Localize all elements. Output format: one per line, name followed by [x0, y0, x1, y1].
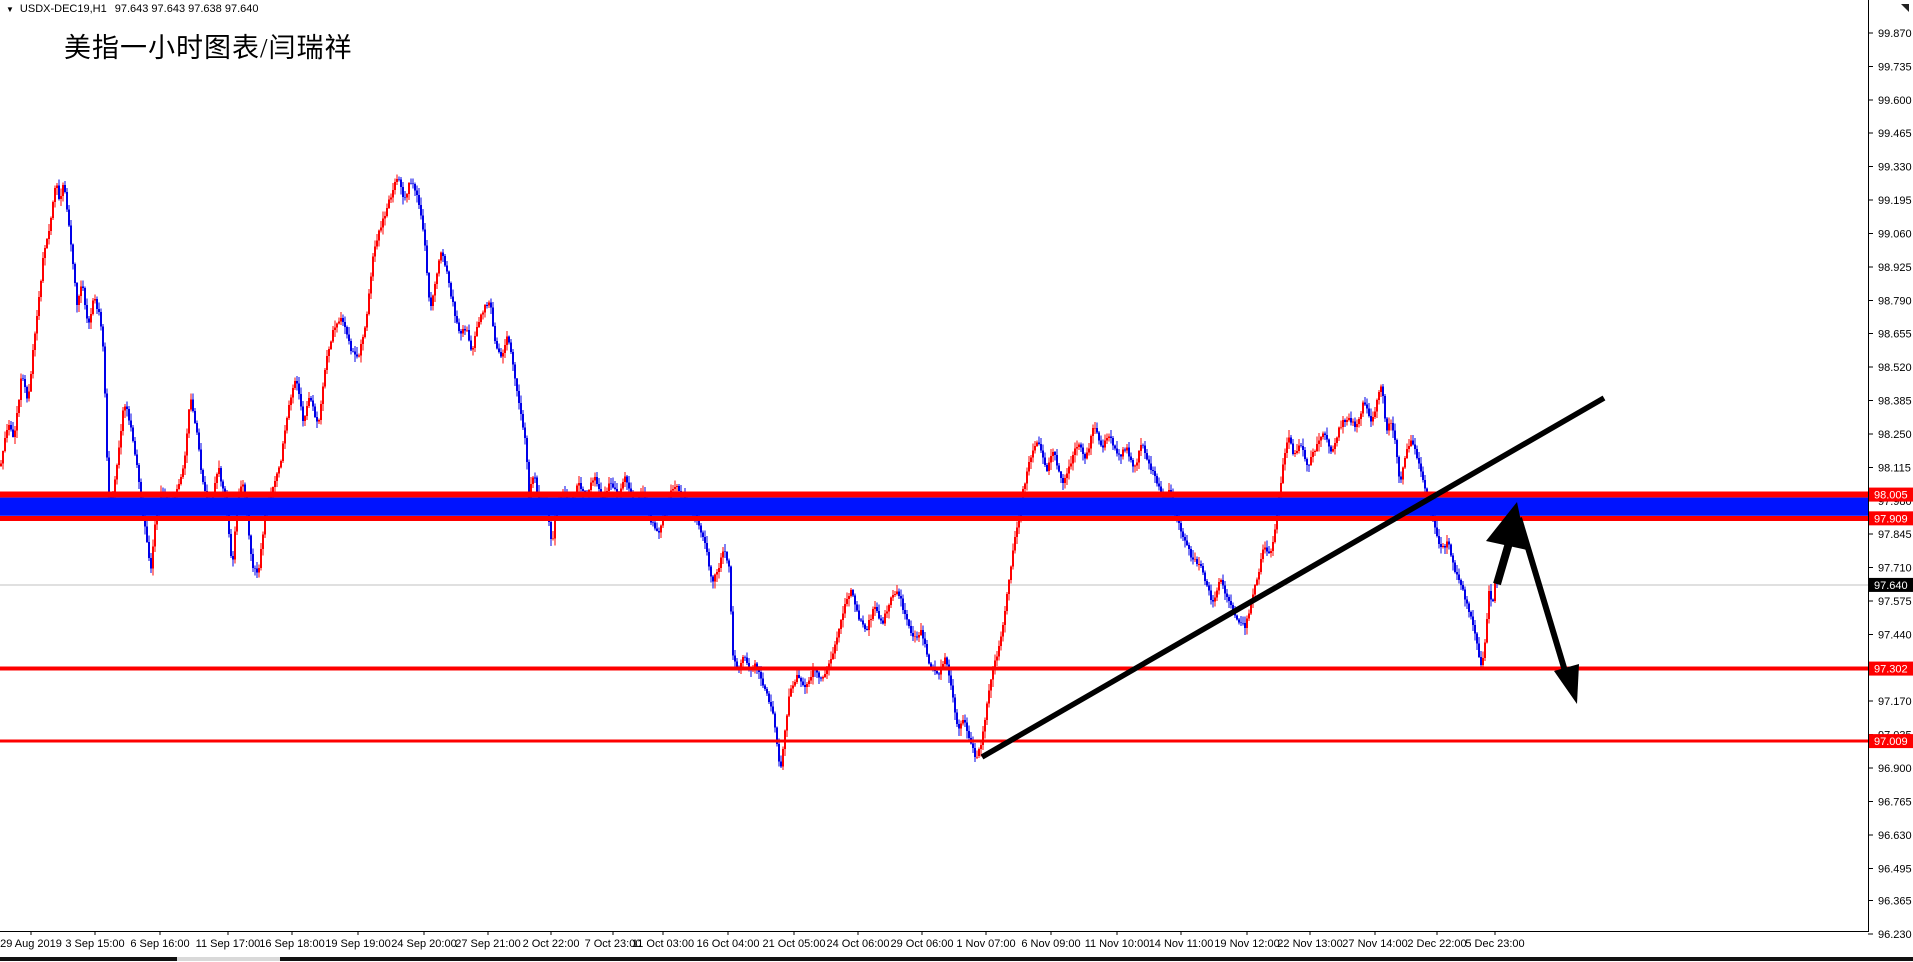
candle-wicks-bull [0, 174, 1496, 770]
symbol-dropdown-icon[interactable]: ▼ [6, 4, 14, 14]
time-axis-label: 14 Nov 11:00 [1149, 938, 1214, 950]
time-axis-label: 29 Aug 2019 [0, 938, 62, 950]
price-axis-label: 96.900 [1878, 763, 1912, 775]
price-axis-label: 99.465 [1878, 128, 1912, 140]
candle-bodies-bear [9, 179, 1499, 767]
price-axis-label: 99.600 [1878, 95, 1912, 107]
price-axis-label: 99.330 [1878, 162, 1912, 174]
arrow-down-projection-head[interactable] [1554, 664, 1579, 704]
price-axis-label: 98.520 [1878, 362, 1912, 374]
time-axis-label: 24 Oct 06:00 [827, 938, 890, 950]
time-axis-label: 27 Sep 21:00 [455, 938, 520, 950]
time-axis-label: 22 Nov 13:00 [1277, 938, 1342, 950]
price-axis-label: 97.710 [1878, 563, 1912, 575]
time-axis-label: 7 Oct 23:00 [585, 938, 642, 950]
price-axis-label: 99.735 [1878, 61, 1912, 73]
time-axis-label: 11 Nov 10:00 [1085, 938, 1150, 950]
arrow-up-to-zone-head[interactable] [1486, 502, 1527, 550]
price-axis-label: 98.655 [1878, 329, 1912, 341]
chart-text-annotation[interactable]: 美指一小时图表/闫瑞祥 [64, 33, 353, 63]
arrow-down-projection-shaft[interactable] [1516, 517, 1571, 682]
price-axis-label: 97.440 [1878, 629, 1912, 641]
ohlc-values: 97.643 97.643 97.638 97.640 [114, 3, 259, 15]
level-price-label-box [1869, 734, 1913, 749]
time-axis-label: 3 Sep 15:00 [65, 938, 124, 950]
price-axis-label: 98.925 [1878, 262, 1912, 274]
resistance-zone[interactable] [0, 497, 1868, 516]
time-axis-label: 16 Oct 04:00 [697, 938, 760, 950]
horizontal-scrollbar-track[interactable] [0, 957, 1913, 961]
level-price-label-box [1869, 661, 1913, 676]
time-axis-label: 6 Nov 09:00 [1021, 938, 1080, 950]
price-axis-label: 99.195 [1878, 195, 1912, 207]
horizontal-scrollbar-thumb[interactable] [177, 957, 280, 961]
price-axis-label: 98.250 [1878, 429, 1912, 441]
time-axis-label: 27 Nov 14:00 [1342, 938, 1407, 950]
price-axis-label: 98.115 [1878, 462, 1911, 474]
current-price-label: 97.640 [1874, 580, 1908, 592]
level-price-label: 97.009 [1874, 736, 1908, 748]
level-price-label-box [1869, 487, 1913, 502]
level-price-label: 97.909 [1874, 513, 1908, 525]
price-axis-label: 96.365 [1878, 895, 1912, 907]
price-axis-label: 99.870 [1878, 28, 1912, 40]
time-axis-label: 11 Sep 17:00 [196, 938, 261, 950]
price-axis-label: 97.575 [1878, 596, 1912, 608]
time-axis-label: 5 Dec 23:00 [1465, 938, 1524, 950]
time-axis-label: 11 Oct 03:00 [632, 938, 694, 950]
time-axis-label: 19 Nov 12:00 [1214, 938, 1279, 950]
time-axis-label: 21 Oct 05:00 [763, 938, 826, 950]
current-price-label-box [1869, 577, 1913, 592]
time-axis-label: 24 Sep 20:00 [391, 938, 456, 950]
price-axis-label: 97.170 [1878, 696, 1912, 708]
price-axis-label: 96.765 [1878, 796, 1912, 808]
price-axis-label: 98.790 [1878, 295, 1912, 307]
price-axis-label: 99.060 [1878, 228, 1912, 240]
time-axis-label: 2 Dec 22:00 [1407, 938, 1466, 950]
time-axis-label: 19 Sep 19:00 [325, 938, 390, 950]
symbol-period-title: USDX-DEC19,H1 [19, 3, 107, 15]
price-axis-label: 97.845 [1878, 529, 1912, 541]
time-axis-label: 6 Sep 16:00 [130, 938, 189, 950]
ascending-trendline[interactable] [980, 395, 1606, 760]
candle-bodies-bull [0, 179, 1497, 767]
time-axis-label: 2 Oct 22:00 [523, 938, 580, 950]
price-axis-label: 96.230 [1878, 929, 1912, 941]
arrow-up-to-zone-shaft[interactable] [1493, 541, 1513, 586]
price-axis-label: 96.495 [1878, 863, 1912, 875]
price-axis-label: 98.385 [1878, 396, 1912, 408]
level-price-label-box [1869, 511, 1913, 526]
level-price-label: 97.302 [1874, 664, 1908, 676]
time-axis-label: 29 Oct 06:00 [891, 938, 954, 950]
time-axis-label: 1 Nov 07:00 [956, 938, 1015, 950]
scale-corner-icon[interactable] [1901, 4, 1909, 12]
candle-wicks-bear [10, 176, 1498, 769]
level-price-label: 98.005 [1874, 490, 1908, 502]
chart-title-bar: ▼ USDX-DEC19,H1 97.643 97.643 97.638 97.… [6, 3, 258, 15]
time-axis-label: 16 Sep 18:00 [259, 938, 324, 950]
price-axis-label: 96.630 [1878, 830, 1912, 842]
